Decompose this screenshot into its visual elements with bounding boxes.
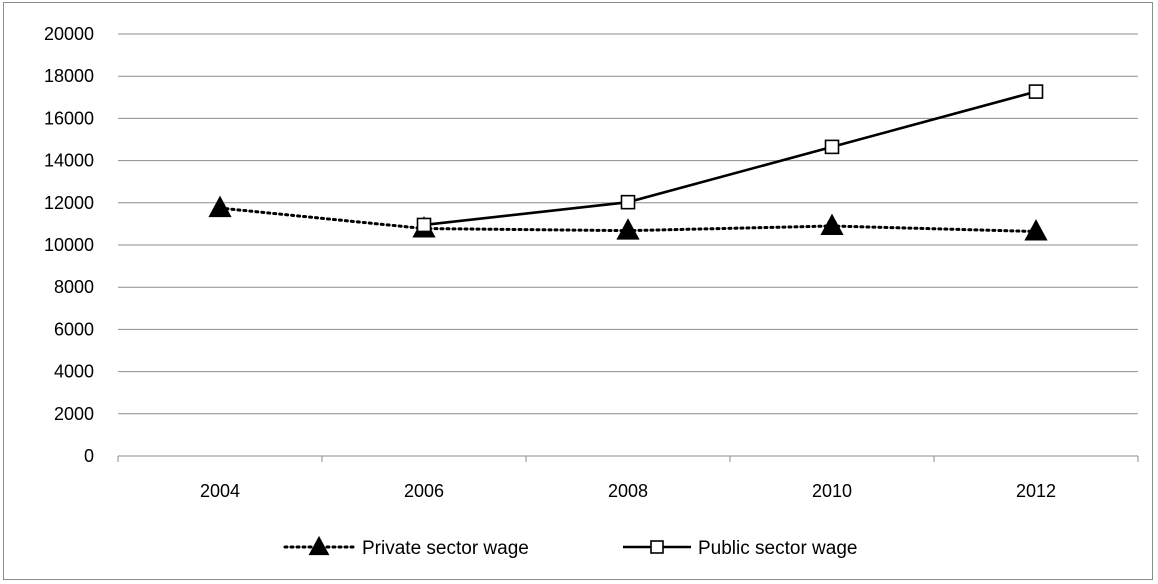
series-line — [423, 90, 1037, 227]
y-tick-label: 10000 — [44, 235, 94, 255]
chart-frame — [3, 2, 1153, 580]
legend-item: Public sector wage — [623, 538, 857, 559]
legend-label: Private sector wage — [362, 538, 529, 559]
x-tick-label: 2010 — [812, 481, 852, 501]
y-tick-label: 14000 — [44, 151, 94, 171]
data-point-triangle — [208, 195, 232, 218]
legend-triangle-marker — [308, 535, 330, 556]
legend-item: Private sector wage — [283, 535, 529, 559]
legend-label: Public sector wage — [698, 538, 857, 559]
legend: Private sector wage Public sector wage — [283, 535, 857, 559]
series-layer — [208, 84, 1048, 241]
y-tick-label: 6000 — [54, 319, 94, 339]
y-tick-label: 4000 — [54, 362, 94, 382]
data-point-triangle — [616, 218, 640, 240]
gridlines — [117, 33, 1139, 462]
x-tick-label: 2012 — [1016, 481, 1056, 501]
y-tick-label: 12000 — [44, 193, 94, 213]
y-tick-label: 18000 — [44, 66, 94, 86]
data-point-square — [620, 194, 636, 210]
x-tick-label: 2008 — [608, 481, 648, 501]
x-tick-label: 2004 — [200, 481, 240, 501]
y-tick-label: 0 — [84, 446, 94, 466]
legend-square-marker — [650, 540, 664, 554]
data-point-square — [1028, 84, 1044, 99]
y-tick-label: 8000 — [54, 277, 94, 297]
y-tick-label: 16000 — [44, 108, 94, 128]
series-public-sector-wage — [416, 84, 1044, 233]
data-point-square — [824, 139, 840, 155]
x-tick-label: 2006 — [404, 481, 444, 501]
y-tick-label: 20000 — [44, 24, 94, 44]
x-axis-ticks: 2004 2006 2008 2010 2012 — [200, 481, 1056, 501]
data-point-triangle — [1024, 219, 1048, 241]
y-axis-ticks: 0 2000 4000 6000 8000 10000 12000 14000 16000 180… — [44, 24, 94, 466]
y-tick-label: 2000 — [54, 404, 94, 424]
data-point-triangle — [820, 213, 844, 236]
data-point-square — [416, 217, 432, 233]
